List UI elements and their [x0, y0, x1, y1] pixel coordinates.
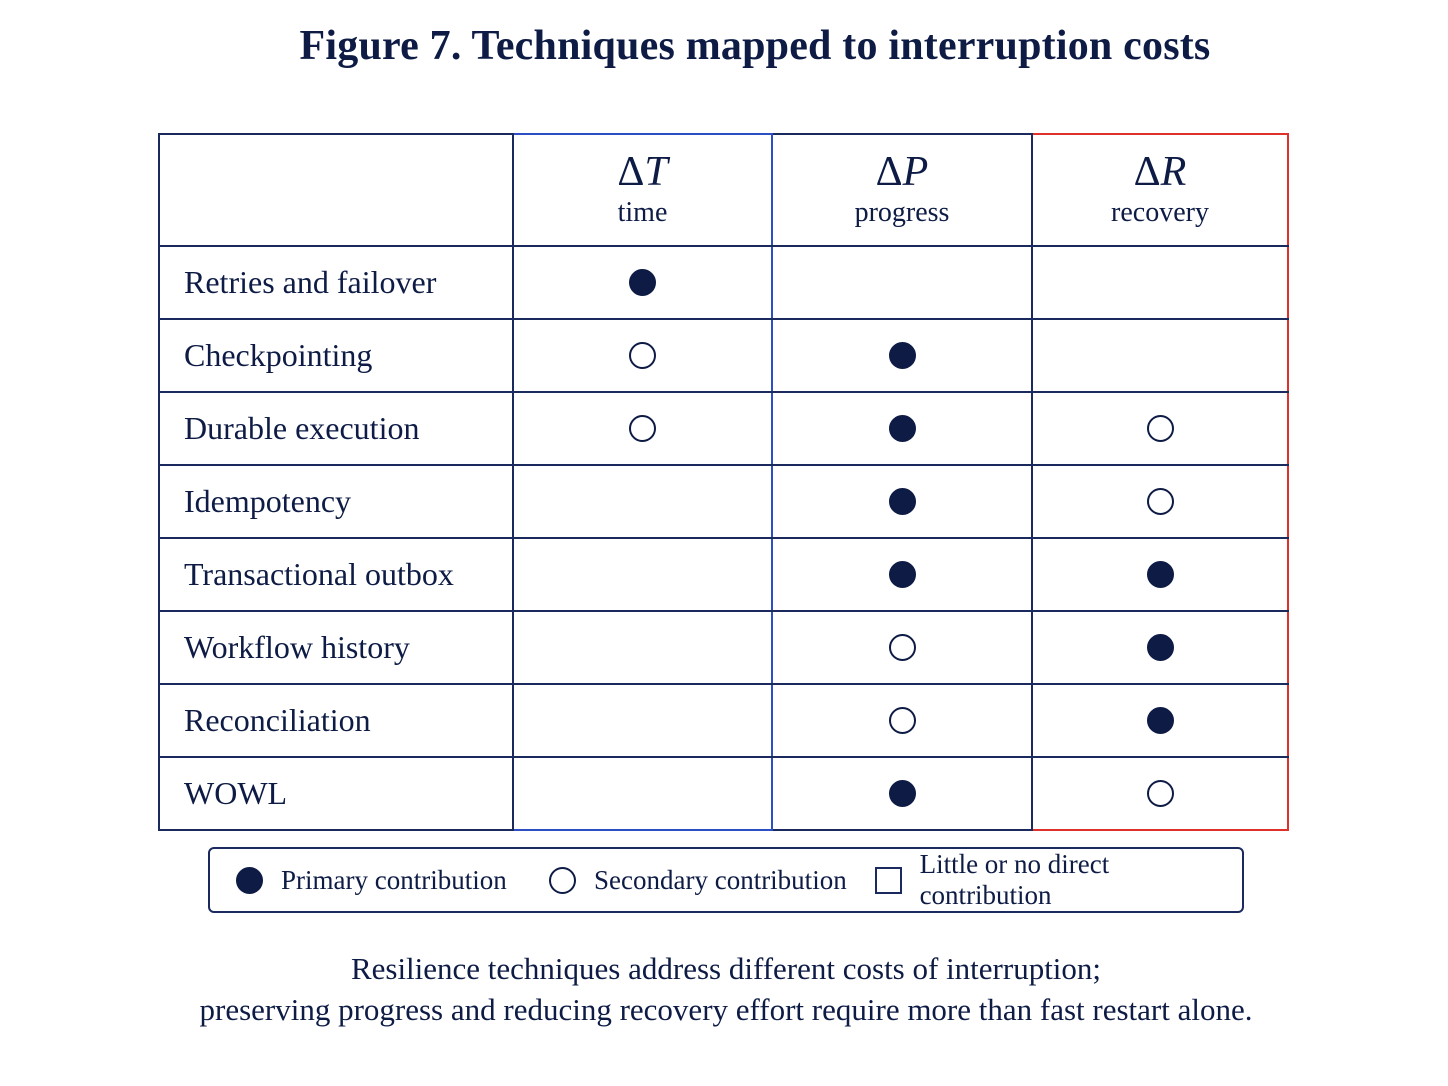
column-header-time: ΔT time — [512, 133, 773, 247]
figure-caption: Resilience techniques address different … — [0, 948, 1448, 1030]
cell-progress — [771, 756, 1033, 831]
caption-line-1: Resilience techniques address different … — [350, 951, 1102, 986]
caption-line-2: preserving progress and reducing recover… — [199, 992, 1253, 1027]
row-label: Idempotency — [158, 464, 514, 539]
row-label: Retries and failover — [158, 245, 514, 320]
corner-cell — [158, 133, 514, 247]
row-label: Checkpointing — [158, 318, 514, 393]
cell-recovery — [1031, 756, 1289, 831]
cell-recovery — [1031, 537, 1289, 612]
cell-time — [512, 245, 773, 320]
table-row: Reconciliation — [158, 683, 1289, 758]
cell-progress — [771, 318, 1033, 393]
technique-matrix: ΔT time ΔP progress ΔR recovery Retries … — [158, 133, 1289, 831]
cell-recovery — [1031, 391, 1289, 466]
secondary-contribution-marker — [888, 707, 916, 734]
legend-secondary-marker — [549, 866, 576, 894]
legend-item-none: Little or no direct contribution — [875, 849, 1242, 911]
cell-progress — [771, 245, 1033, 320]
cell-progress — [771, 391, 1033, 466]
primary-contribution-marker — [888, 342, 916, 369]
primary-contribution-marker — [629, 269, 656, 296]
legend-primary-label: Primary contribution — [281, 864, 507, 895]
cell-time — [512, 318, 773, 393]
column-label-recovery: recovery — [1111, 197, 1209, 228]
primary-contribution-marker — [888, 488, 916, 515]
row-label: Durable execution — [158, 391, 514, 466]
secondary-contribution-marker — [1146, 780, 1174, 807]
primary-contribution-marker — [888, 780, 916, 807]
column-symbol-recovery: ΔR — [1133, 149, 1187, 195]
legend-box: Primary contribution Secondary contribut… — [208, 847, 1244, 913]
cell-time — [512, 537, 773, 612]
cell-time — [512, 683, 773, 758]
primary-contribution-marker — [1146, 561, 1174, 588]
primary-contribution-marker — [888, 561, 916, 588]
primary-contribution-marker — [888, 415, 916, 442]
cell-progress — [771, 610, 1033, 685]
secondary-contribution-marker — [629, 415, 656, 442]
cell-progress — [771, 464, 1033, 539]
table-row: WOWL — [158, 756, 1289, 831]
column-label-time: time — [617, 197, 668, 228]
secondary-contribution-marker — [888, 634, 916, 661]
legend-primary-marker — [236, 866, 263, 894]
cell-recovery — [1031, 610, 1289, 685]
cell-recovery — [1031, 683, 1289, 758]
secondary-contribution-marker — [1146, 415, 1174, 442]
cell-recovery — [1031, 464, 1289, 539]
legend-item-secondary: Secondary contribution — [549, 849, 847, 911]
table-row: Workflow history — [158, 610, 1289, 685]
column-label-progress: progress — [854, 197, 950, 228]
cell-time — [512, 391, 773, 466]
table-row: Durable execution — [158, 391, 1289, 466]
table-row: Idempotency — [158, 464, 1289, 539]
legend-secondary-label: Secondary contribution — [594, 864, 847, 895]
row-label: Workflow history — [158, 610, 514, 685]
secondary-contribution-marker — [1146, 488, 1174, 515]
primary-contribution-marker — [1146, 707, 1174, 734]
column-header-recovery: ΔR recovery — [1031, 133, 1289, 247]
cell-recovery — [1031, 318, 1289, 393]
legend-item-primary: Primary contribution — [236, 849, 507, 911]
row-label: Reconciliation — [158, 683, 514, 758]
cell-recovery — [1031, 245, 1289, 320]
legend-none-label: Little or no direct contribution — [919, 849, 1110, 910]
cell-time — [512, 756, 773, 831]
figure-title: Figure 7. Techniques mapped to interrupt… — [299, 23, 1211, 69]
table-row: Checkpointing — [158, 318, 1289, 393]
column-symbol-progress: ΔP — [875, 149, 929, 195]
cell-time — [512, 464, 773, 539]
legend-none-marker — [875, 866, 902, 894]
row-label: WOWL — [158, 756, 514, 831]
column-symbol-time: ΔT — [617, 149, 668, 195]
column-header-progress: ΔP progress — [771, 133, 1033, 247]
cell-progress — [771, 683, 1033, 758]
cell-time — [512, 610, 773, 685]
secondary-contribution-marker — [629, 342, 656, 369]
primary-contribution-marker — [1146, 634, 1174, 661]
table-row: Transactional outbox — [158, 537, 1289, 612]
table-row: Retries and failover — [158, 245, 1289, 320]
row-label: Transactional outbox — [158, 537, 514, 612]
cell-progress — [771, 537, 1033, 612]
header-row: ΔT time ΔP progress ΔR recovery — [158, 133, 1289, 247]
